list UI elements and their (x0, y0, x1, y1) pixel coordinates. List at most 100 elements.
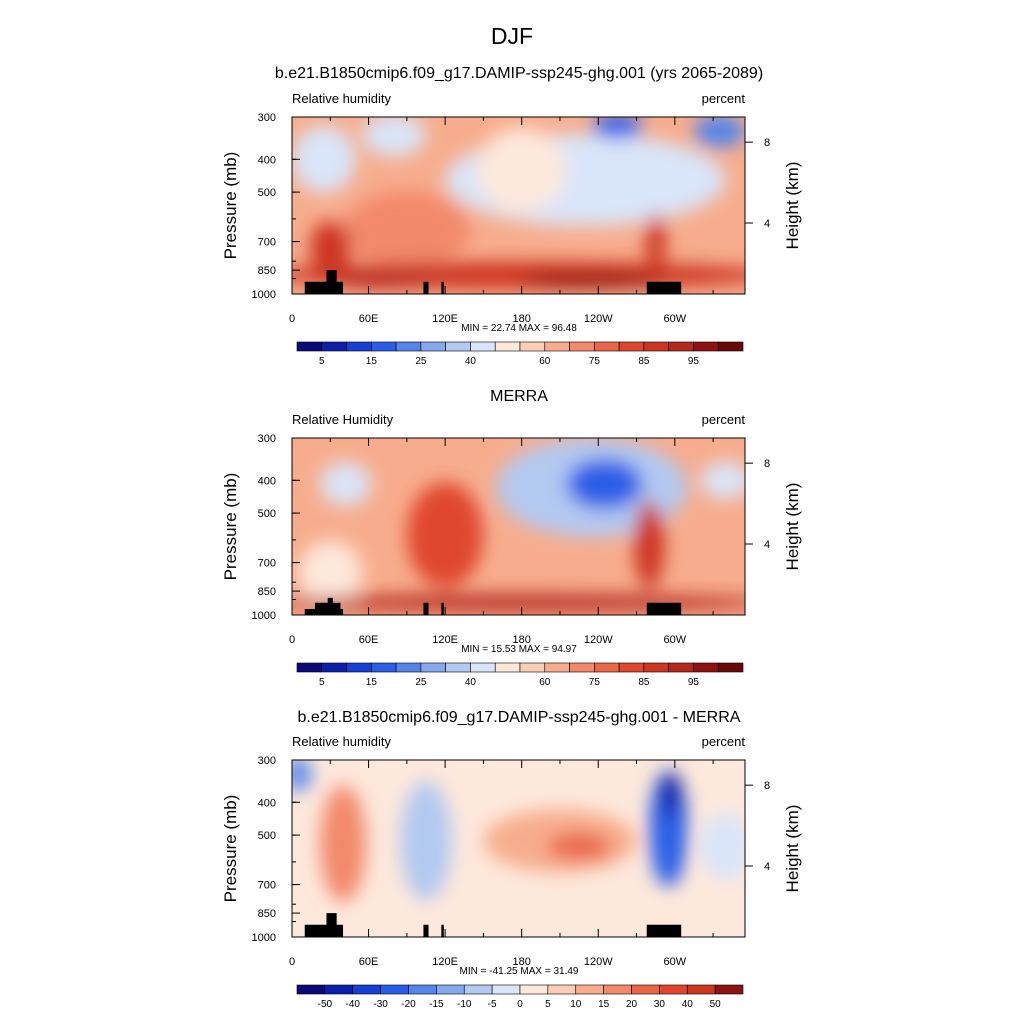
field-feature (633, 500, 665, 589)
colorbar-swatch (324, 984, 354, 995)
colorbar-swatch (603, 984, 632, 995)
colorbar-swatch (494, 341, 521, 352)
y-tick-label: 300 (258, 112, 276, 124)
x-tick-label: 180 (513, 634, 531, 646)
colorbar-tick-label: 40 (465, 356, 477, 367)
field-feature (477, 127, 567, 213)
y2-axis-label: Height (km) (783, 162, 802, 250)
colorbar-swatch (717, 662, 744, 673)
contour-field (292, 760, 745, 937)
colorbar-tick-label: 10 (570, 999, 582, 1010)
colorbar-tick-label: -50 (318, 999, 333, 1010)
colorbar: 5 15 25 40 60 75 85 95 (296, 341, 744, 367)
field-feature (292, 594, 745, 611)
colorbar-swatch (693, 662, 719, 673)
colorbar-swatch (693, 341, 719, 352)
field-feature (547, 832, 612, 861)
y-tick-label: 500 (258, 187, 276, 199)
x-tick-label: 180 (513, 956, 531, 968)
colorbar-swatch (445, 662, 471, 673)
y-tick-label: 500 (258, 508, 276, 520)
colorbar-tick-label: 15 (366, 677, 378, 688)
panel-3: b.e21.B1850cmip6.f09_g17.DAMIP-ssp245-gh… (221, 709, 802, 1010)
panel-title: b.e21.B1850cmip6.f09_g17.DAMIP-ssp245-gh… (275, 65, 763, 82)
colorbar-swatch (594, 662, 620, 673)
colorbar-tick-label: 0 (517, 999, 523, 1010)
colorbar-swatch (395, 341, 422, 352)
colorbar-swatch (618, 662, 645, 673)
colorbar-tick-label: 75 (589, 677, 601, 688)
colorbar-tick-label: 15 (598, 999, 610, 1010)
y2-tick-label: 8 (764, 137, 770, 149)
field-feature (660, 771, 682, 819)
orography-mask (304, 597, 344, 615)
units-label: percent (702, 734, 746, 749)
colorbar-swatch (519, 662, 546, 673)
contour-field (292, 438, 745, 615)
colorbar-swatch (420, 662, 446, 673)
units-label: percent (702, 91, 746, 106)
y-axis-label: Pressure (mb) (221, 795, 240, 903)
colorbar-tick-label: 40 (465, 677, 477, 688)
field-feature (406, 482, 484, 588)
colorbar-swatch (659, 984, 688, 995)
y2-tick-label: 4 (764, 218, 770, 230)
colorbar-swatch (491, 984, 521, 995)
plot-frame (291, 437, 746, 616)
field-feature (521, 273, 663, 289)
x-tick-label: 0 (289, 634, 295, 646)
y-tick-label: 700 (258, 237, 276, 249)
field-feature (591, 117, 643, 139)
y2-axis-label: Height (km) (783, 483, 802, 571)
colorbar-swatch (445, 341, 471, 352)
colorbar-tick-label: 85 (638, 356, 650, 367)
x-tick-label: 0 (289, 956, 295, 968)
field-feature (320, 785, 367, 903)
orography-mask (646, 602, 682, 615)
y-tick-label: 850 (258, 265, 276, 277)
x-tick-label: 120W (584, 956, 613, 968)
colorbar-tick-label: 75 (589, 356, 601, 367)
field-feature (566, 458, 643, 510)
colorbar-tick-label: 20 (626, 999, 638, 1010)
y-tick-label: 1000 (252, 610, 276, 622)
x-tick-label: 120E (432, 956, 458, 968)
orography-mask (441, 602, 444, 615)
field-feature (645, 213, 666, 270)
colorbar-swatch (714, 984, 744, 995)
colorbar-tick-label: -15 (429, 999, 444, 1010)
y2-tick-label: 8 (764, 780, 770, 792)
min-max-label: MIN = 15.53 MAX = 94.97 (461, 644, 577, 655)
y-axis-label: Pressure (mb) (221, 473, 240, 581)
colorbar-swatch (519, 984, 549, 995)
colorbar-swatch (618, 341, 645, 352)
colorbar-swatch (668, 662, 694, 673)
x-tick-label: 60W (664, 634, 687, 646)
field-features (292, 117, 745, 289)
y2-axis-label: Height (km) (783, 805, 802, 893)
colorbar-swatch (494, 662, 521, 673)
field-feature (330, 273, 433, 289)
colorbar-swatch (470, 662, 496, 673)
plot-frame (291, 759, 746, 938)
units-label: percent (702, 412, 746, 427)
y-tick-label: 1000 (252, 932, 276, 944)
colorbar-swatch (296, 341, 323, 352)
x-tick-label: 120E (432, 634, 458, 646)
colorbar-tick-label: 95 (688, 356, 700, 367)
field-feature (400, 781, 452, 901)
orography-mask (304, 913, 344, 937)
contour-field (292, 117, 745, 294)
y-tick-label: 400 (258, 797, 276, 809)
x-tick-label: 120W (584, 313, 613, 325)
x-tick-label: 180 (513, 313, 531, 325)
x-tick-label: 60W (664, 956, 687, 968)
colorbar-tick-label: -20 (401, 999, 416, 1010)
y-tick-label: 300 (258, 433, 276, 445)
x-tick-label: 60E (359, 956, 379, 968)
colorbar-tick-label: 15 (366, 356, 378, 367)
colorbar-swatch (371, 341, 397, 352)
colorbar-swatch (321, 662, 347, 673)
